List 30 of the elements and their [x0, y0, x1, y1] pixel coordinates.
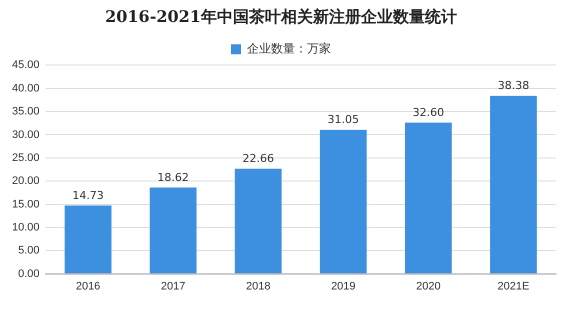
x-tick-label: 2016	[76, 280, 100, 292]
y-tick-label: 30.00	[12, 128, 40, 141]
y-tick-label: 20.00	[12, 175, 40, 188]
y-tick-label: 25.00	[12, 152, 40, 164]
text: 18.62	[157, 170, 189, 184]
y-tick-label: 10.00	[12, 221, 40, 234]
text: 32.60	[412, 106, 444, 120]
bar	[234, 168, 282, 274]
y-tick-label: 15.00	[12, 198, 40, 210]
y-tick-label: 0.00	[18, 268, 40, 280]
x-tick-label: 2021E	[498, 280, 530, 292]
text: 22.66	[242, 152, 274, 166]
y-tick-label: 45.00	[12, 59, 40, 72]
bar	[64, 206, 112, 274]
x-tick-label: 2018	[246, 280, 270, 292]
text: 38.38	[498, 79, 530, 92]
legend-label: 企业数量：万家	[247, 41, 331, 56]
x-tick-label: 2020	[416, 280, 441, 292]
bar	[490, 96, 537, 274]
x-tick-label: 2017	[160, 280, 186, 292]
bar	[150, 187, 197, 274]
bar	[320, 130, 367, 274]
x-tick-label: 2019	[331, 280, 356, 292]
y-tick-label: 35.00	[12, 106, 40, 118]
y-tick-label: 40.00	[12, 82, 40, 94]
bar	[404, 122, 452, 274]
y-tick-label: 5.00	[18, 244, 40, 257]
text: 31.05	[328, 113, 360, 126]
text: 14.73	[72, 188, 104, 202]
chart-title: 2016-2021年中国茶叶相关新注册企业数量统计	[105, 6, 457, 26]
